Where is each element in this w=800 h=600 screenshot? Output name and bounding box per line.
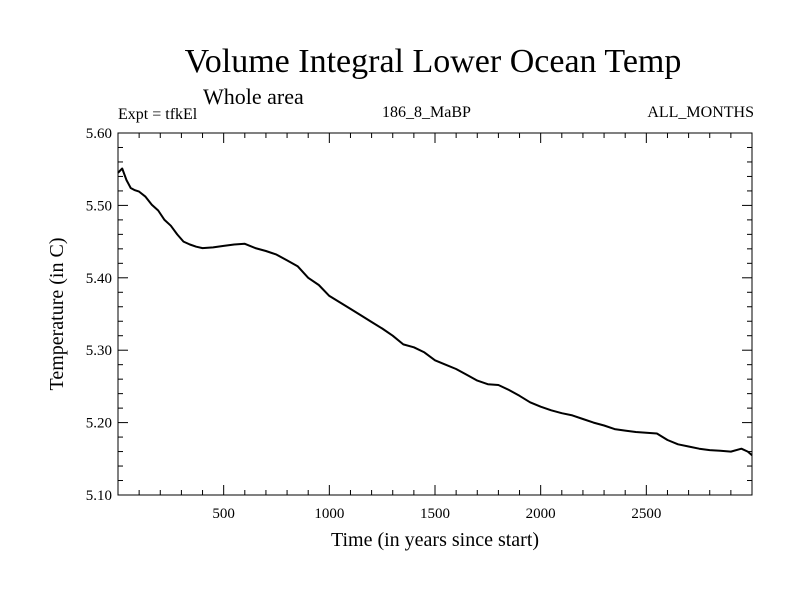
x-axis-label: Time (in years since start) [331,529,539,551]
y-tick-label: 5.40 [86,271,112,287]
plot-frame [117,132,753,496]
y-axis-label: Temperature (in C) [46,238,68,391]
x-tick-label: 500 [212,506,235,522]
axis-ticks [118,132,752,496]
months-label: ALL_MONTHS [647,104,754,121]
y-tick-label: 5.50 [86,198,112,214]
axis-tick-labels: 500 1000 1500 2000 2500 5.10 5.20 5.30 5.40 5.50 5… [86,126,662,522]
chart-subtitle: Whole area [203,84,304,109]
run-label: 186_8_MaBP [382,104,471,121]
y-tick-label: 5.20 [86,416,112,432]
y-tick-label: 5.60 [86,126,112,142]
x-tick-label: 2500 [631,506,661,522]
x-tick-label: 1000 [314,506,344,522]
y-tick-label: 5.10 [86,488,112,504]
series-line [117,167,753,456]
x-tick-label: 2000 [526,506,556,522]
x-tick-label: 1500 [420,506,450,522]
chart-title: Volume Integral Lower Ocean Temp [184,43,682,80]
experiment-label: Expt = tfkEl [118,106,198,123]
y-tick-label: 5.30 [86,343,112,359]
